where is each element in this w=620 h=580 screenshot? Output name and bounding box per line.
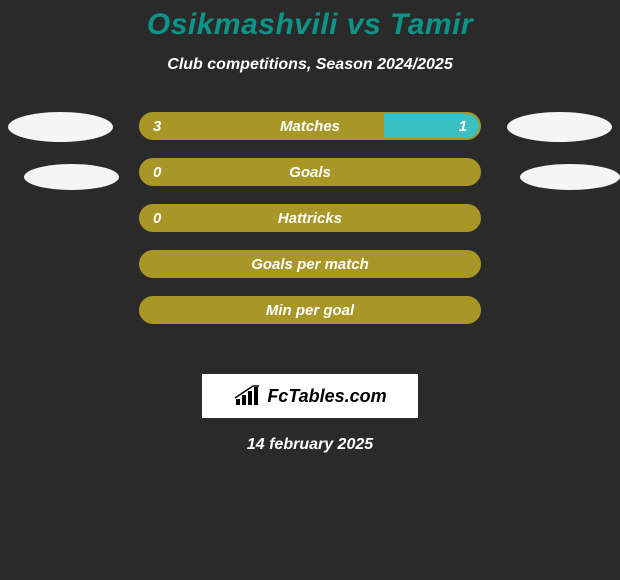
stat-row: Goals per match xyxy=(139,250,481,278)
date-text: 14 february 2025 xyxy=(0,436,620,454)
stat-row: 31Matches xyxy=(139,112,481,140)
stat-label: Goals per match xyxy=(141,256,479,273)
infographic-container: Osikmashvili vs Tamir Club competitions,… xyxy=(0,0,620,454)
brand-logo: FcTables.com xyxy=(202,374,418,418)
chart-area: 31Matches 0Goals 0Hattricks Goals per match… xyxy=(0,112,620,362)
brand-text: FcTables.com xyxy=(267,386,386,407)
player-right-ellipse-2 xyxy=(520,164,620,190)
player-left-ellipse-2 xyxy=(24,164,119,190)
player-left-ellipse-1 xyxy=(8,112,113,142)
stat-label: Hattricks xyxy=(141,210,479,227)
subtitle: Club competitions, Season 2024/2025 xyxy=(0,56,620,74)
stat-rows: 31Matches 0Goals 0Hattricks Goals per match… xyxy=(139,112,481,342)
page-title: Osikmashvili vs Tamir xyxy=(0,8,620,42)
bar-chart-icon xyxy=(233,385,261,407)
stat-row: 0Hattricks xyxy=(139,204,481,232)
stat-row: 0Goals xyxy=(139,158,481,186)
stat-label: Min per goal xyxy=(141,302,479,319)
stat-label: Goals xyxy=(141,164,479,181)
stat-row: Min per goal xyxy=(139,296,481,324)
player-right-ellipse-1 xyxy=(507,112,612,142)
stat-label: Matches xyxy=(141,118,479,135)
